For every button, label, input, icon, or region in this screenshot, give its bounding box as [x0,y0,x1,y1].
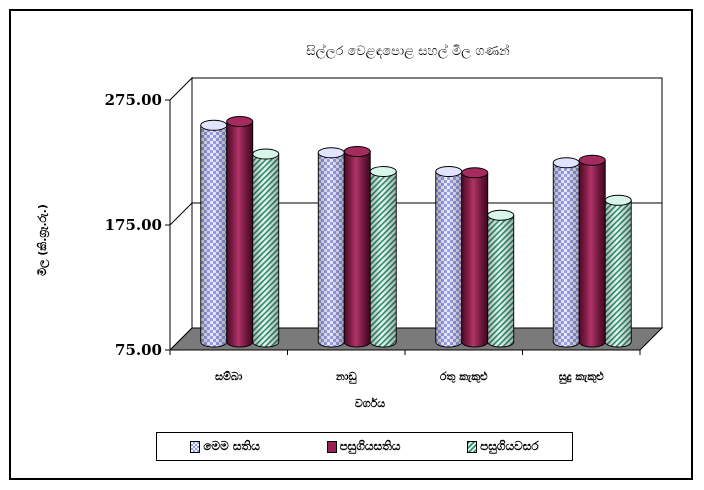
y-tick-label: 75.00 [115,341,162,359]
legend-item-last-week: පසුගියසතිය [326,439,401,454]
bar [226,116,254,348]
bar-shade [226,121,253,347]
bar-shade [318,152,345,347]
x-axis-categories: සම්බා නාඩු රතු කැකුළු සුදු කැකුළු [169,350,641,384]
bar-top [200,119,228,131]
x-tick-label: නාඩු [335,370,357,384]
bar-top [552,157,580,169]
bars-group [200,116,632,348]
bar-shade [370,171,397,347]
bar-top [343,146,371,157]
bar-shade [435,171,462,347]
bar-top [226,116,254,127]
legend-label-this-week: මෙම සතිය [203,439,260,453]
bar [343,146,371,348]
floor [168,327,664,351]
y-axis-ticks: 75.00 175.00 275.00 [105,91,171,359]
legend-label-last-year: පසුගියවසර [480,439,539,453]
legend-swatch-last-year [467,440,478,453]
x-tick-label: රතු කැකුළු [440,370,488,384]
bar-shade [487,215,514,347]
bar-shade [605,200,632,347]
bar-top [435,166,463,177]
bar-top [461,167,489,179]
bar-top [252,148,280,160]
chart-legend: මෙම සතිය පසුගියසතිය පසුගියවසර [156,432,573,461]
y-tick-label: 275.00 [105,91,162,109]
bar [552,157,580,348]
legend-label-last-week: පසුගියසතිය [339,439,401,453]
legend-item-this-week: මෙම සතිය [190,439,260,454]
bar-top [604,194,632,206]
legend-swatch-last-week [326,440,337,453]
chart-title: සිල්ලර වෙළඳපොළ සහල් මිල ගණන් [306,43,510,59]
x-tick-label: සුදු කැකුළු [559,370,605,384]
grid-line-side [169,202,193,226]
bar-shade [579,160,606,347]
bar-shade [200,125,227,347]
y-tick-label: 175.00 [105,216,162,234]
bar-shade [553,162,580,347]
legend-item-last-year: පසුගියවසර [467,439,539,454]
bar-top [317,147,345,159]
bar [252,148,280,348]
y-axis-label: මිල (කි.ග්‍රෑ.රු.) [36,204,51,276]
bar [487,209,515,348]
bar-shade [461,172,488,347]
bar [604,194,632,348]
bar-top [487,209,515,221]
bar-shade [252,154,279,347]
x-axis-label: වර්ගය [355,396,385,410]
bar-shade [344,151,371,347]
bar [461,167,489,348]
x-tick-label: සම්බා [215,370,243,383]
bar-top [578,154,606,166]
bar [435,166,463,348]
bar [317,147,345,348]
bar [200,119,228,348]
bar [369,166,397,348]
bar-top [369,166,397,177]
legend-swatch-this-week [190,440,201,453]
bar [578,154,606,348]
